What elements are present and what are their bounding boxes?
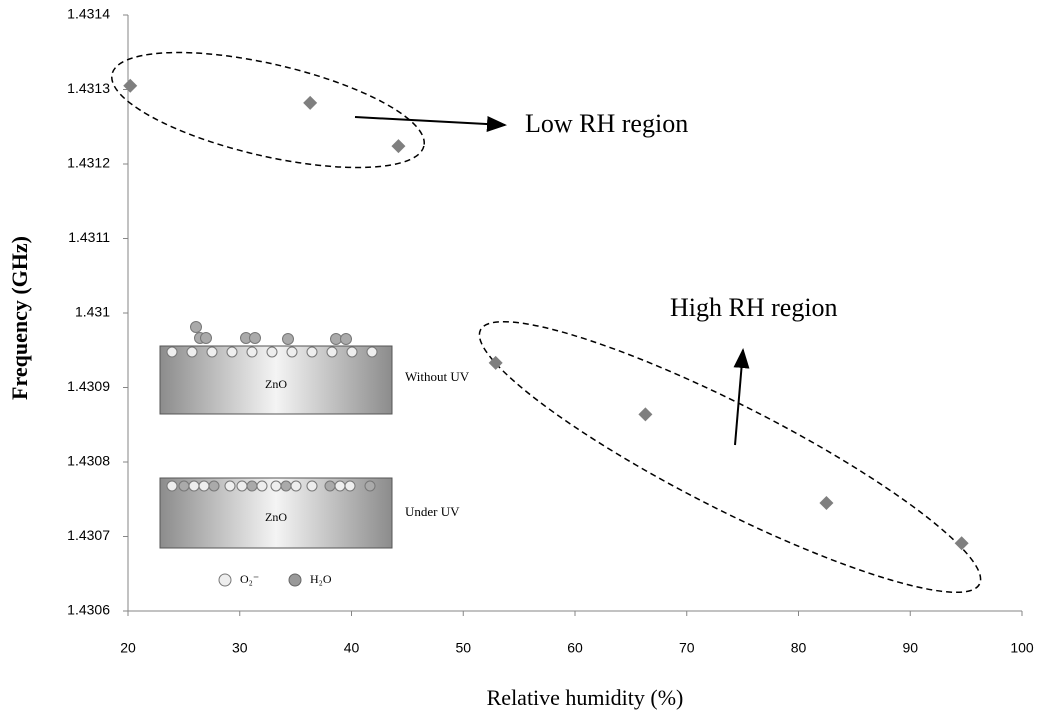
molecule xyxy=(249,332,261,344)
molecule xyxy=(326,346,338,358)
molecule xyxy=(166,480,178,492)
molecule xyxy=(340,333,352,345)
inset-label: ZnO xyxy=(265,510,287,524)
legend-h2o xyxy=(288,573,302,587)
x-tick-label: 100 xyxy=(1010,640,1034,656)
molecule xyxy=(224,480,236,492)
point xyxy=(303,95,318,110)
y-axis-title: Frequency (GHz) xyxy=(7,236,32,400)
point xyxy=(954,536,969,551)
low-rh-ellipse xyxy=(111,51,425,169)
x-tick-label: 80 xyxy=(791,640,807,656)
molecule xyxy=(346,346,358,358)
molecule xyxy=(246,480,258,492)
molecule xyxy=(256,480,268,492)
x-axis-title: Relative humidity (%) xyxy=(487,685,684,710)
molecule xyxy=(226,346,238,358)
inset: ZnO ZnO Without UV Under UV O₂⁻ H₂O xyxy=(159,321,470,587)
y-tick-label: 1.431 xyxy=(75,304,110,320)
molecule xyxy=(290,480,302,492)
annotation: High RH region xyxy=(670,293,838,322)
legend-o2 xyxy=(218,573,232,587)
x-tick-label: 30 xyxy=(232,640,248,656)
molecule xyxy=(236,480,248,492)
x-tick-label: 50 xyxy=(455,640,471,656)
x-tick-label: 40 xyxy=(344,640,360,656)
y-tick-label: 1.4308 xyxy=(67,453,110,469)
x-tick-label: 70 xyxy=(679,640,695,656)
molecule xyxy=(190,321,202,333)
inset-label: ZnO xyxy=(265,377,287,391)
x-tick-label: 60 xyxy=(567,640,583,656)
molecule xyxy=(270,480,282,492)
molecule xyxy=(364,480,376,492)
point xyxy=(123,78,138,93)
y-tick-label: 1.4312 xyxy=(67,155,110,171)
molecule xyxy=(366,346,378,358)
molecule xyxy=(178,480,190,492)
y-tick-label: 1.4306 xyxy=(67,602,110,618)
molecule xyxy=(166,346,178,358)
molecule xyxy=(266,346,278,358)
molecule xyxy=(324,480,336,492)
y-tick-label: 1.4309 xyxy=(67,378,110,394)
annotation: Low RH region xyxy=(525,109,688,138)
molecule xyxy=(306,346,318,358)
point xyxy=(638,407,653,422)
molecule xyxy=(334,480,346,492)
molecule xyxy=(344,480,356,492)
molecule xyxy=(246,346,258,358)
molecule xyxy=(186,346,198,358)
inset-label: O₂⁻ xyxy=(240,572,259,586)
y-tick-label: 1.4311 xyxy=(68,229,110,245)
molecule xyxy=(198,480,210,492)
molecule xyxy=(286,346,298,358)
inset-label: Under UV xyxy=(405,504,460,519)
high-rh-arrow xyxy=(733,348,750,446)
y-tick-label: 1.4314 xyxy=(67,6,110,22)
molecules xyxy=(166,321,378,492)
molecule xyxy=(330,333,342,345)
molecule xyxy=(280,480,292,492)
y-tick-label: 1.4307 xyxy=(67,527,110,543)
molecule xyxy=(208,480,220,492)
y-tick-label: 1.4313 xyxy=(67,80,110,96)
point xyxy=(819,495,834,510)
point xyxy=(488,355,503,370)
low-rh-arrow xyxy=(354,116,507,133)
inset-label: Without UV xyxy=(405,369,470,384)
inset-label: H₂O xyxy=(310,572,332,586)
molecule xyxy=(306,480,318,492)
molecule xyxy=(282,333,294,345)
molecule xyxy=(188,480,200,492)
x-tick-label: 20 xyxy=(120,640,136,656)
molecule xyxy=(200,332,212,344)
high-rh-ellipse xyxy=(478,320,982,594)
x-tick-label: 90 xyxy=(902,640,918,656)
molecule xyxy=(206,346,218,358)
point xyxy=(391,139,406,154)
